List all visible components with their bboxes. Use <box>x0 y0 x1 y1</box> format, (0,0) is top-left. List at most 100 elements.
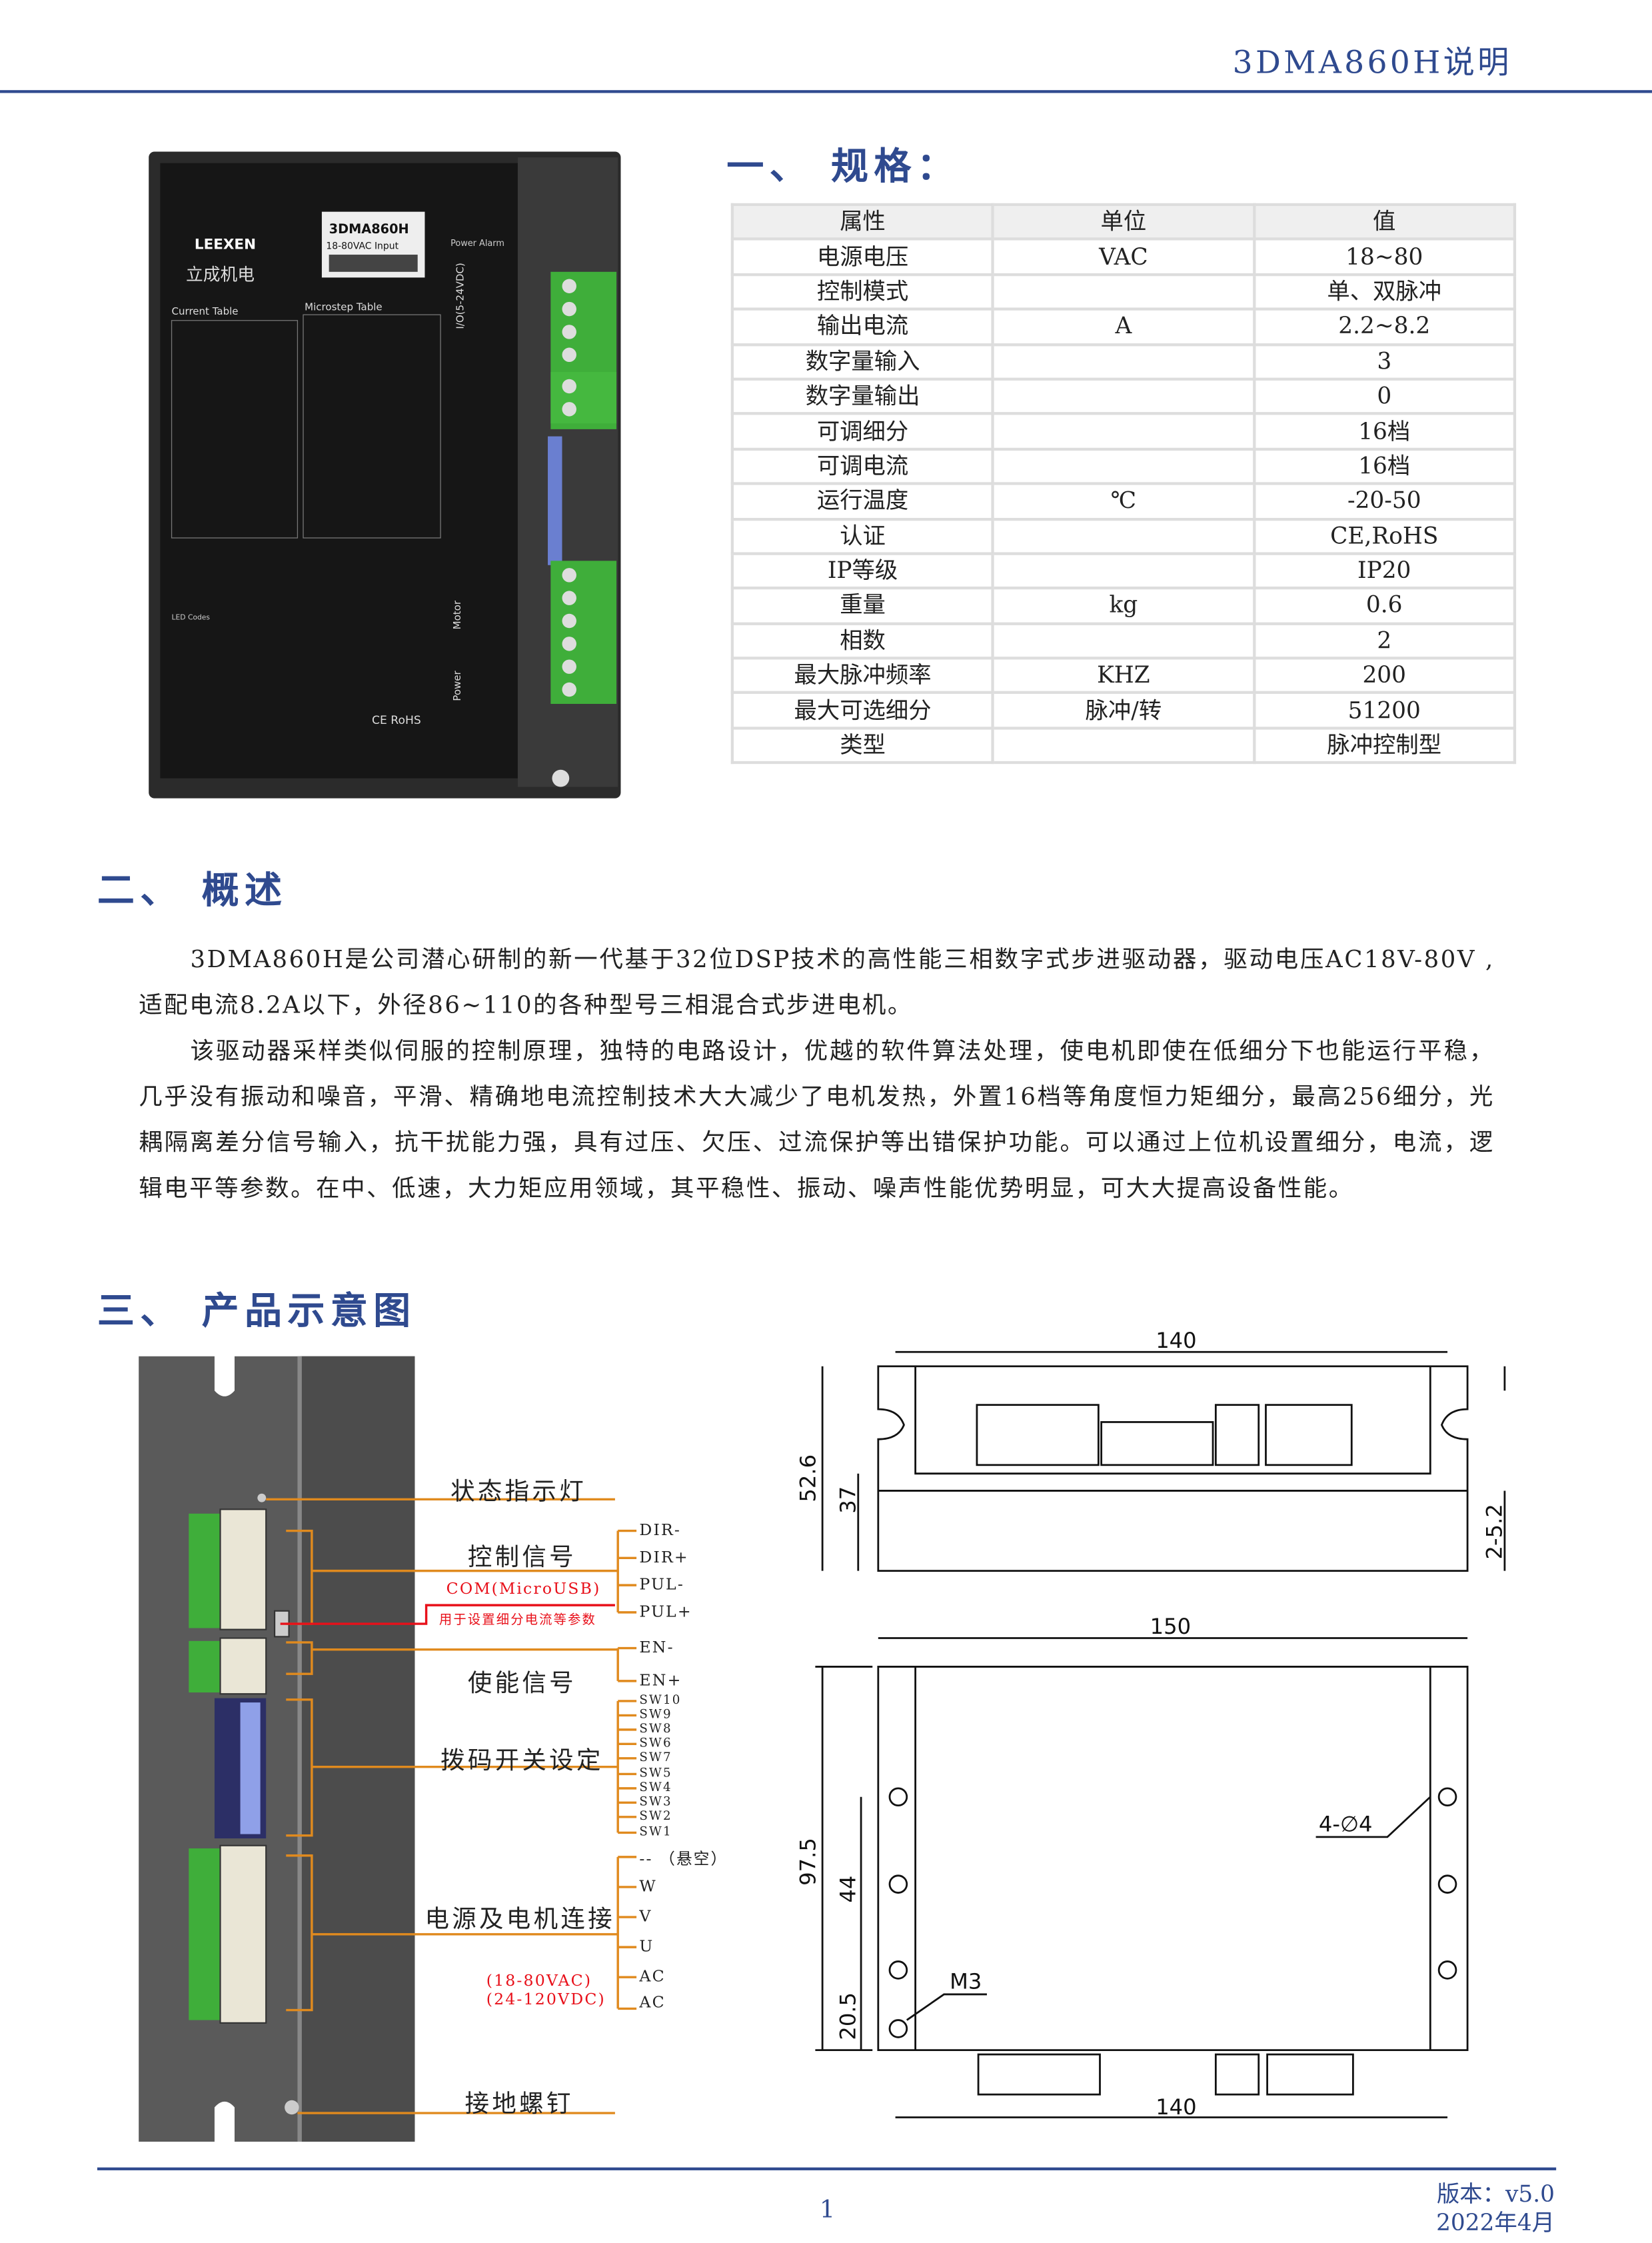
dim-top-height: 52.6 <box>795 1454 820 1502</box>
dim-bottom-mid: 44 <box>835 1876 860 1903</box>
version-info: 版本：v5.0 2022年4月 <box>1436 2180 1555 2238</box>
table-cell: 51200 <box>1252 691 1517 730</box>
table-row: 控制模式 单、双脉冲 <box>730 273 1517 311</box>
table-row: 类型 脉冲控制型 <box>730 726 1517 765</box>
footer-divider <box>97 2167 1557 2170</box>
column-header: 值 <box>1252 203 1517 241</box>
table-row: 电源电压 VAC 18~80 <box>730 238 1517 276</box>
table-cell: 最大脉冲频率 <box>730 657 995 695</box>
table-cell <box>992 726 1255 765</box>
overview-heading: 二、 概述 <box>97 869 288 913</box>
table-cell: 0 <box>1252 377 1517 416</box>
table-row: 可调细分 16档 <box>730 412 1517 451</box>
table-row: 数字量输出 0 <box>730 377 1517 416</box>
photo-current-table: Current Table <box>172 305 239 317</box>
photo-cert: CE RoHS <box>372 714 421 727</box>
pin-label: SW3 <box>639 1795 672 1810</box>
table-row: 相数 2 <box>730 621 1517 660</box>
pin-label: SW6 <box>639 1736 672 1752</box>
table-cell <box>992 377 1255 416</box>
table-cell: kg <box>992 587 1255 625</box>
pin-label: W <box>639 1876 657 1896</box>
diagram-heading: 三、 产品示意图 <box>97 1290 416 1334</box>
table-cell <box>992 447 1255 485</box>
connector-control <box>189 1508 267 1630</box>
photo-microstep-table: Microstep Table <box>305 301 383 313</box>
dim-top-inner: 37 <box>835 1486 860 1514</box>
table-row: 可调电流 16档 <box>730 447 1517 485</box>
dip-switch <box>214 1698 267 1838</box>
photo-led-codes: LED Codes <box>172 613 211 621</box>
pin-label: SW4 <box>639 1781 672 1796</box>
photo-model: 3DMA860H <box>329 221 409 237</box>
table-cell: A <box>992 307 1255 346</box>
table-row: IP等级 IP20 <box>730 552 1517 590</box>
label-control-signal: 控制信号 <box>467 1543 576 1572</box>
table-cell: 脉冲/转 <box>992 691 1255 730</box>
pin-label: -- （悬空） <box>639 1850 728 1869</box>
pin-label: EN- <box>639 1638 674 1657</box>
table-header-row: 属性 单位 值 <box>730 203 1517 241</box>
photo-power-label: Power <box>451 670 463 701</box>
connector-enable <box>189 1637 267 1695</box>
photo-motor-label: Motor <box>451 600 463 629</box>
dim-holes: 4-∅4 <box>1319 1811 1373 1836</box>
table-cell: 0.6 <box>1252 587 1517 625</box>
photo-brand-cn: 立成机电 <box>186 265 255 285</box>
label-enable-signal: 使能信号 <box>467 1669 576 1698</box>
table-cell: 数字量输入 <box>730 343 995 381</box>
label-voltage-ac: (18-80VAC) <box>486 1971 592 1990</box>
table-cell: 数字量输出 <box>730 377 995 416</box>
table-cell <box>992 343 1255 381</box>
table-cell: CE,RoHS <box>1252 517 1517 555</box>
table-cell: 控制模式 <box>730 273 995 311</box>
table-row: 认证 CE,RoHS <box>730 517 1517 555</box>
table-cell: 可调细分 <box>730 412 995 451</box>
table-cell: 相数 <box>730 621 995 660</box>
header-divider <box>0 90 1652 93</box>
table-cell: 可调电流 <box>730 447 995 485</box>
spec-heading: 一、 规格： <box>726 145 960 189</box>
table-cell: 电源电压 <box>730 238 995 276</box>
overview-text: 3DMA860H是公司潜心研制的新一代基于32位DSP技术的高性能三相数字式步进… <box>139 937 1495 1212</box>
doc-title: 3DMA860H说明 <box>1232 45 1512 82</box>
pin-label: PUL+ <box>639 1602 692 1621</box>
pin-label: SW1 <box>639 1825 672 1840</box>
table-cell: 200 <box>1252 657 1517 695</box>
table-cell <box>992 273 1255 311</box>
table-cell <box>992 412 1255 451</box>
table-cell: 16档 <box>1252 447 1517 485</box>
table-cell: KHZ <box>992 657 1255 695</box>
table-cell: IP20 <box>1252 552 1517 590</box>
pin-label: SW5 <box>639 1766 672 1782</box>
table-cell: 3 <box>1252 343 1517 381</box>
table-row: 数字量输入 3 <box>730 343 1517 381</box>
dim-bottom-lower-width: 140 <box>1156 2094 1196 2120</box>
dim-bottom-low: 20.5 <box>835 1992 860 2040</box>
pin-label: U <box>639 1937 654 1956</box>
label-voltage-dc: (24-120VDC) <box>486 1990 606 2009</box>
date: 2022年4月 <box>1436 2208 1555 2236</box>
table-cell: 脉冲控制型 <box>1252 726 1517 765</box>
dim-bottom-width: 150 <box>1150 1614 1191 1639</box>
table-cell: 16档 <box>1252 412 1517 451</box>
status-led <box>257 1493 267 1502</box>
dim-top-width: 140 <box>1156 1328 1196 1353</box>
dim-bottom-height: 97.5 <box>795 1838 820 1886</box>
table-cell <box>992 552 1255 590</box>
page-number: 1 <box>819 2196 836 2225</box>
table-row: 运行温度 ℃ -20-50 <box>730 482 1517 521</box>
pin-label: EN+ <box>639 1670 682 1690</box>
photo-input: 18-80VAC Input <box>326 241 399 251</box>
column-header: 属性 <box>730 203 995 241</box>
column-header: 单位 <box>992 203 1255 241</box>
table-cell: VAC <box>992 238 1255 276</box>
pin-label: V <box>639 1907 652 1926</box>
table-cell: 重量 <box>730 587 995 625</box>
dim-flange: 2-5.2 <box>1482 1504 1507 1559</box>
label-ground-screw: 接地螺钉 <box>464 2090 574 2119</box>
driver-side-diagram <box>139 1356 637 2142</box>
pin-label: SW9 <box>639 1708 672 1723</box>
pin-label: AC <box>639 1992 666 2012</box>
